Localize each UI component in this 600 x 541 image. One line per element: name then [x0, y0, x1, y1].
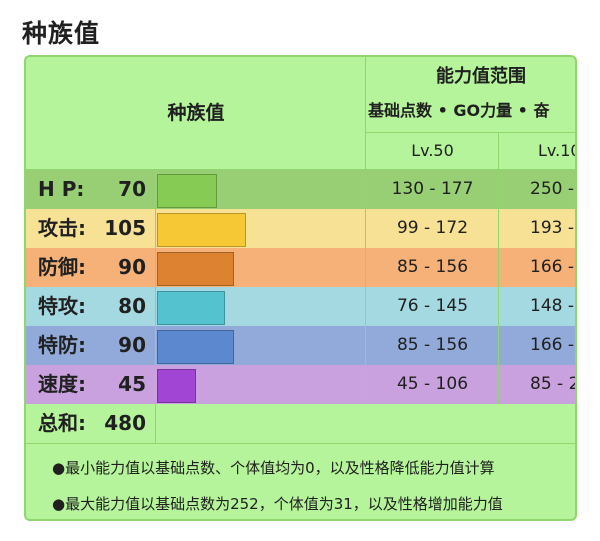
note-min: ●最小能力值以基础点数、个体值均为0，以及性格降低能力值计算 [52, 459, 495, 477]
range-lv100: 193 - 3 [530, 218, 575, 238]
range-lv100: 250 - 3 [530, 179, 575, 199]
total-label: 总和: [38, 411, 86, 435]
header-lv50: Lv.50 [411, 141, 454, 160]
stat-row-sp-defense: 特防: 90 85 - 156 166 - 3 [26, 326, 575, 365]
note-max: ●最大能力值以基础点数为252，个体值为31，以及性格增加能力值 [52, 495, 503, 513]
header-lv100: Lv.10 [538, 141, 577, 160]
range-lv50: 85 - 156 [396, 257, 469, 277]
divider [26, 169, 575, 170]
total-value: 480 [104, 411, 146, 435]
stat-value: 90 [118, 333, 146, 357]
stat-label: 防御: [38, 255, 86, 279]
divider [155, 170, 156, 443]
range-lv100: 166 - 3 [530, 335, 575, 355]
stat-bar [157, 330, 234, 364]
stat-value: 45 [118, 372, 146, 396]
stat-value: 90 [118, 255, 146, 279]
divider [26, 443, 575, 444]
stat-label: 速度: [38, 372, 86, 396]
stat-bar [157, 213, 246, 247]
stat-value: 70 [118, 177, 146, 201]
divider [498, 170, 499, 404]
range-lv50: 76 - 145 [396, 296, 469, 316]
range-lv100: 148 - 2 [530, 296, 575, 316]
divider [365, 170, 366, 404]
stat-row-hp: H P: 70 130 - 177 250 - 3 [26, 170, 575, 209]
stat-row-attack: 攻击: 105 99 - 172 193 - 3 [26, 209, 575, 248]
stat-row-speed: 速度: 45 45 - 106 85 - 2 [26, 365, 577, 404]
stat-row-total: 总和: 480 [26, 404, 575, 443]
stat-row-sp-attack: 特攻: 80 76 - 145 148 - 2 [26, 287, 575, 326]
stat-value: 105 [104, 216, 146, 240]
divider [498, 132, 499, 169]
range-lv100: 166 - 3 [530, 257, 575, 277]
stat-row-defense: 防御: 90 85 - 156 166 - 3 [26, 248, 575, 287]
stat-value: 80 [118, 294, 146, 318]
page-title: 种族值 [22, 19, 101, 48]
stat-label: 特防: [38, 333, 86, 357]
base-stats-table: 种族值 能力值范围 基础点数 • GO力量 • 奋 Lv.50 Lv.10 H … [24, 55, 577, 521]
divider [366, 132, 575, 133]
stat-label: H P: [38, 177, 85, 201]
stat-label: 特攻: [38, 294, 86, 318]
stat-bar [157, 369, 196, 403]
header-range-subtitle: 基础点数 • GO力量 • 奋 [368, 101, 550, 120]
range-lv50: 45 - 106 [396, 374, 469, 394]
header-range-title: 能力值范围 [436, 66, 526, 87]
header-base-stats: 种族值 [167, 102, 225, 124]
range-lv50: 130 - 177 [391, 179, 474, 199]
stat-bar [157, 174, 217, 208]
stat-label: 攻击: [38, 216, 86, 240]
range-lv100: 85 - 2 [530, 374, 577, 394]
range-lv50: 99 - 172 [396, 218, 469, 238]
stat-bar [157, 252, 234, 286]
range-lv50: 85 - 156 [396, 335, 469, 355]
divider [365, 57, 366, 169]
stat-bar [157, 291, 225, 325]
